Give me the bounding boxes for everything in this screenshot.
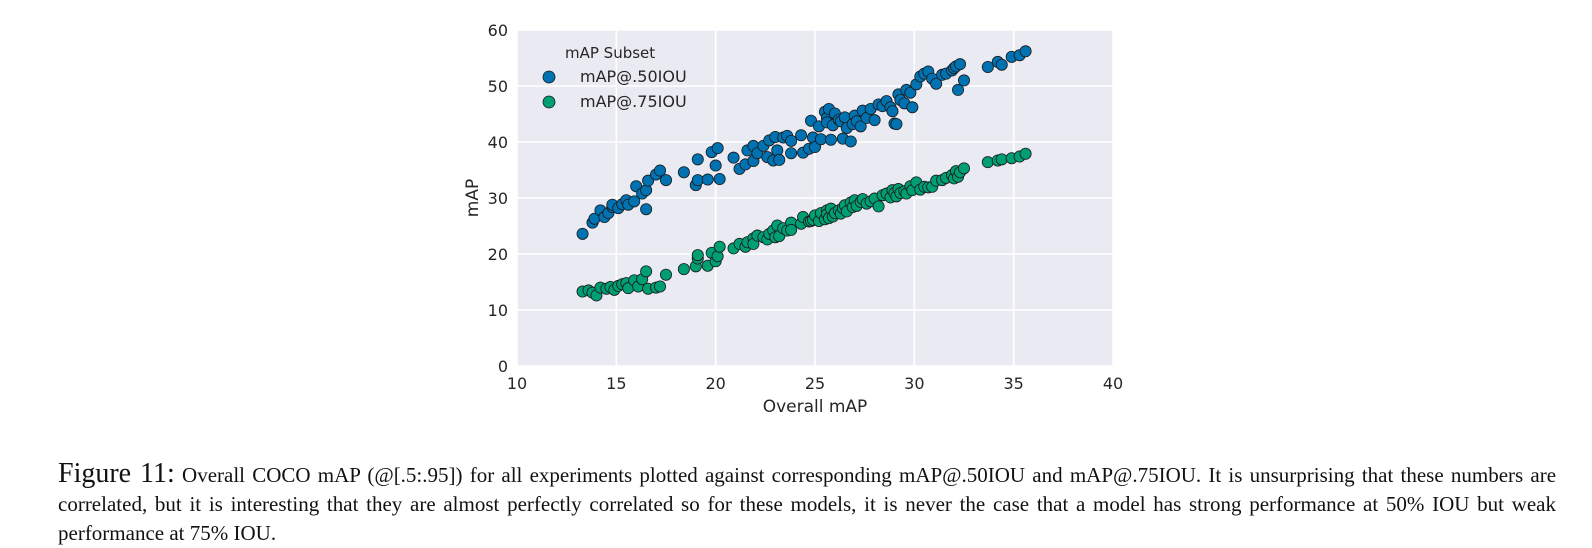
point-map-75iou — [1019, 147, 1032, 160]
point-map-75iou — [872, 200, 885, 213]
point-map-50iou — [709, 159, 722, 172]
point-map-50iou — [711, 142, 724, 155]
legend-label-map50: mAP@.50IOU — [580, 67, 687, 86]
point-map-50iou — [1019, 45, 1032, 58]
x-tick-label: 40 — [1103, 374, 1123, 393]
point-map-50iou — [785, 134, 798, 147]
y-tick-label: 60 — [488, 21, 508, 40]
point-map-50iou — [854, 120, 867, 133]
data-points — [576, 45, 1032, 302]
point-map-75iou — [958, 162, 971, 175]
point-map-75iou — [691, 249, 704, 262]
x-tick-label: 15 — [606, 374, 626, 393]
x-tick-label: 20 — [705, 374, 725, 393]
point-map-75iou — [677, 263, 690, 276]
figure-label: Figure 11: — [58, 458, 175, 489]
point-map-50iou — [954, 58, 967, 71]
y-tick-label: 10 — [488, 301, 508, 320]
point-map-50iou — [906, 101, 919, 114]
point-map-50iou — [824, 133, 837, 146]
point-map-50iou — [904, 86, 917, 99]
point-map-50iou — [981, 60, 994, 73]
point-map-50iou — [640, 203, 653, 216]
point-map-50iou — [995, 58, 1008, 71]
point-map-75iou — [654, 280, 667, 293]
point-map-50iou — [642, 174, 655, 187]
y-tick-label: 50 — [488, 77, 508, 96]
point-map-50iou — [691, 174, 704, 187]
x-tick-label: 35 — [1003, 374, 1023, 393]
point-map-75iou — [981, 156, 994, 169]
point-map-75iou — [995, 153, 1008, 166]
y-axis-label: mAP — [463, 179, 483, 217]
x-axis-label: Overall mAP — [763, 397, 868, 417]
x-tick-label: 30 — [904, 374, 924, 393]
y-tick-label: 40 — [488, 133, 508, 152]
point-map-50iou — [576, 227, 589, 240]
legend-marker-map75 — [542, 95, 556, 109]
legend-title: mAP Subset — [565, 44, 655, 62]
point-map-50iou — [713, 172, 726, 185]
point-map-50iou — [930, 77, 943, 90]
point-map-50iou — [795, 129, 808, 142]
point-map-75iou — [660, 268, 673, 281]
point-map-50iou — [958, 74, 971, 87]
y-tick-labels: 0 10 20 30 40 50 60 — [488, 21, 508, 376]
point-map-50iou — [785, 147, 798, 160]
point-map-50iou — [844, 135, 857, 148]
point-map-50iou — [660, 174, 673, 187]
x-tick-label: 10 — [507, 374, 527, 393]
legend-marker-map50 — [542, 70, 556, 84]
point-map-50iou — [814, 133, 827, 146]
y-tick-label: 20 — [488, 245, 508, 264]
point-map-50iou — [654, 164, 667, 177]
point-map-50iou — [691, 153, 704, 166]
point-map-50iou — [868, 114, 881, 127]
point-map-75iou — [713, 240, 726, 253]
x-tick-labels: 10 15 20 25 30 35 40 — [507, 374, 1123, 393]
caption-text: Overall COCO mAP (@[.5:.95]) for all exp… — [58, 463, 1557, 545]
grid-lines — [516, 29, 1114, 367]
figure-caption: Figure 11: Overall COCO mAP (@[.5:.95]) … — [58, 459, 1556, 548]
point-map-50iou — [628, 195, 641, 208]
point-map-50iou — [890, 118, 903, 131]
point-map-50iou — [677, 166, 690, 179]
point-map-50iou — [773, 153, 786, 166]
legend-label-map75: mAP@.75IOU — [580, 92, 687, 111]
point-map-75iou — [785, 223, 798, 236]
point-map-50iou — [952, 83, 965, 96]
point-map-50iou — [886, 105, 899, 118]
y-tick-label: 0 — [498, 357, 508, 376]
legend: mAP Subset mAP@.50IOU mAP@.75IOU — [542, 44, 687, 111]
point-map-75iou — [640, 265, 653, 278]
y-tick-label: 30 — [488, 189, 508, 208]
point-map-50iou — [727, 151, 740, 164]
point-map-50iou — [701, 173, 714, 186]
x-tick-label: 25 — [805, 374, 825, 393]
